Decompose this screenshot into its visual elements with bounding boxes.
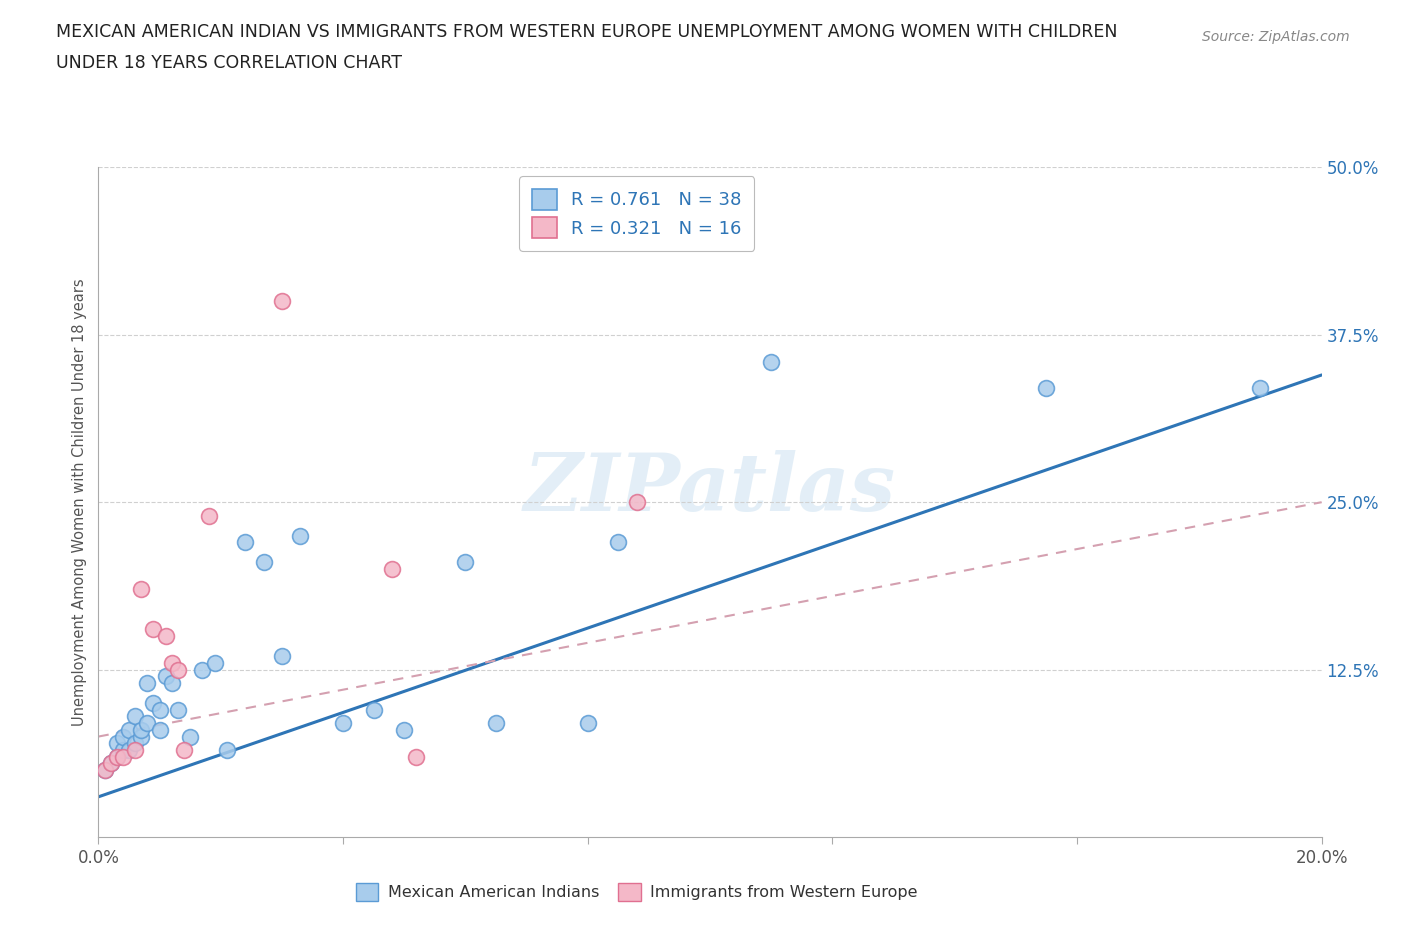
Text: UNDER 18 YEARS CORRELATION CHART: UNDER 18 YEARS CORRELATION CHART — [56, 54, 402, 72]
Point — [105, 750, 128, 764]
Text: Source: ZipAtlas.com: Source: ZipAtlas.com — [1202, 30, 1350, 44]
Point — [160, 675, 183, 690]
Point — [93, 763, 115, 777]
Point — [149, 702, 172, 717]
Point — [485, 716, 508, 731]
Point — [204, 656, 226, 671]
Point — [118, 742, 141, 757]
Point — [129, 729, 152, 744]
Point — [155, 669, 177, 684]
Point — [197, 508, 219, 523]
Point — [405, 750, 427, 764]
Point — [252, 555, 274, 570]
Point — [111, 742, 134, 757]
Legend: Mexican American Indians, Immigrants from Western Europe: Mexican American Indians, Immigrants fro… — [347, 875, 925, 910]
Text: MEXICAN AMERICAN INDIAN VS IMMIGRANTS FROM WESTERN EUROPE UNEMPLOYMENT AMONG WOM: MEXICAN AMERICAN INDIAN VS IMMIGRANTS FR… — [56, 23, 1118, 41]
Point — [759, 354, 782, 369]
Point — [607, 535, 630, 550]
Point — [215, 742, 238, 757]
Point — [191, 662, 214, 677]
Point — [173, 742, 195, 757]
Point — [136, 716, 159, 731]
Point — [363, 702, 385, 717]
Point — [155, 629, 177, 644]
Point — [179, 729, 201, 744]
Point — [111, 750, 134, 764]
Point — [93, 763, 115, 777]
Point — [270, 649, 292, 664]
Point — [149, 723, 172, 737]
Point — [576, 716, 599, 731]
Point — [392, 723, 416, 737]
Point — [136, 675, 159, 690]
Point — [105, 736, 128, 751]
Point — [167, 702, 190, 717]
Point — [100, 756, 122, 771]
Point — [124, 742, 146, 757]
Point — [290, 528, 312, 543]
Point — [454, 555, 477, 570]
Text: ZIPatlas: ZIPatlas — [524, 450, 896, 527]
Point — [124, 736, 146, 751]
Point — [129, 582, 152, 597]
Point — [111, 729, 134, 744]
Point — [129, 723, 152, 737]
Point — [100, 756, 122, 771]
Point — [1035, 381, 1057, 396]
Point — [167, 662, 190, 677]
Point — [332, 716, 354, 731]
Point — [105, 750, 128, 764]
Y-axis label: Unemployment Among Women with Children Under 18 years: Unemployment Among Women with Children U… — [72, 278, 87, 726]
Point — [1249, 381, 1271, 396]
Point — [270, 294, 292, 309]
Point — [142, 622, 165, 637]
Point — [118, 723, 141, 737]
Point — [381, 562, 404, 577]
Point — [124, 709, 146, 724]
Point — [233, 535, 256, 550]
Point — [160, 656, 183, 671]
Point — [626, 495, 648, 510]
Point — [142, 696, 165, 711]
